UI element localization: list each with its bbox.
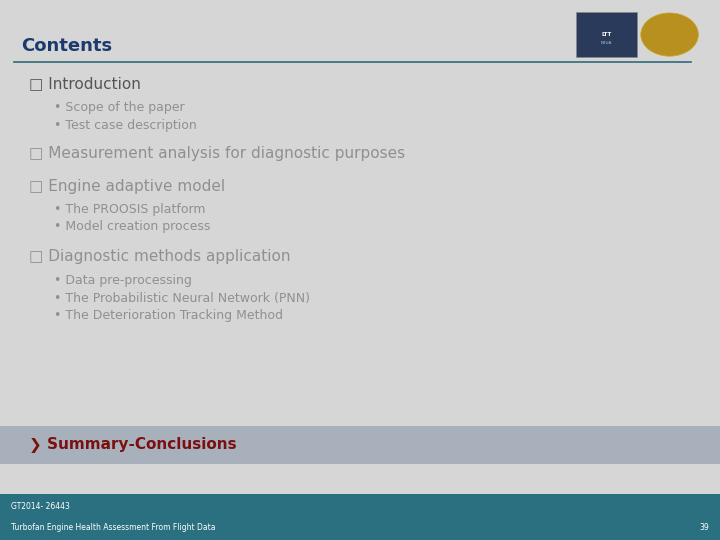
Bar [0, 494, 720, 540]
Text: LTT: LTT [601, 32, 612, 37]
Text: NTUA: NTUA [601, 41, 612, 45]
Text: • Scope of the paper: • Scope of the paper [54, 102, 184, 114]
Text: • The Probabilistic Neural Network (PNN): • The Probabilistic Neural Network (PNN) [54, 292, 310, 305]
Text: Turbofan Engine Health Assessment From Flight Data: Turbofan Engine Health Assessment From F… [11, 523, 215, 532]
Text: • Data pre-processing: • Data pre-processing [54, 274, 192, 287]
Text: ❯ Summary-Conclusions: ❯ Summary-Conclusions [29, 437, 236, 453]
Text: • The PROOSIS platform: • The PROOSIS platform [54, 203, 205, 216]
Text: • Test case description: • Test case description [54, 119, 197, 132]
Text: • Model creation process: • Model creation process [54, 220, 210, 233]
Text: □ Measurement analysis for diagnostic purposes: □ Measurement analysis for diagnostic pu… [29, 146, 405, 161]
Text: • The Deterioration Tracking Method: • The Deterioration Tracking Method [54, 309, 283, 322]
Text: □ Diagnostic methods application: □ Diagnostic methods application [29, 249, 290, 264]
Text: GT2014- 26443: GT2014- 26443 [11, 502, 70, 511]
Text: Contents: Contents [22, 37, 113, 55]
Bar [0, 464, 720, 494]
Text: □ Introduction: □ Introduction [29, 76, 140, 91]
Bar [0, 426, 720, 464]
Bar [576, 12, 637, 57]
Text: 39: 39 [699, 523, 709, 532]
Circle shape [641, 13, 698, 56]
Text: □ Engine adaptive model: □ Engine adaptive model [29, 179, 225, 194]
